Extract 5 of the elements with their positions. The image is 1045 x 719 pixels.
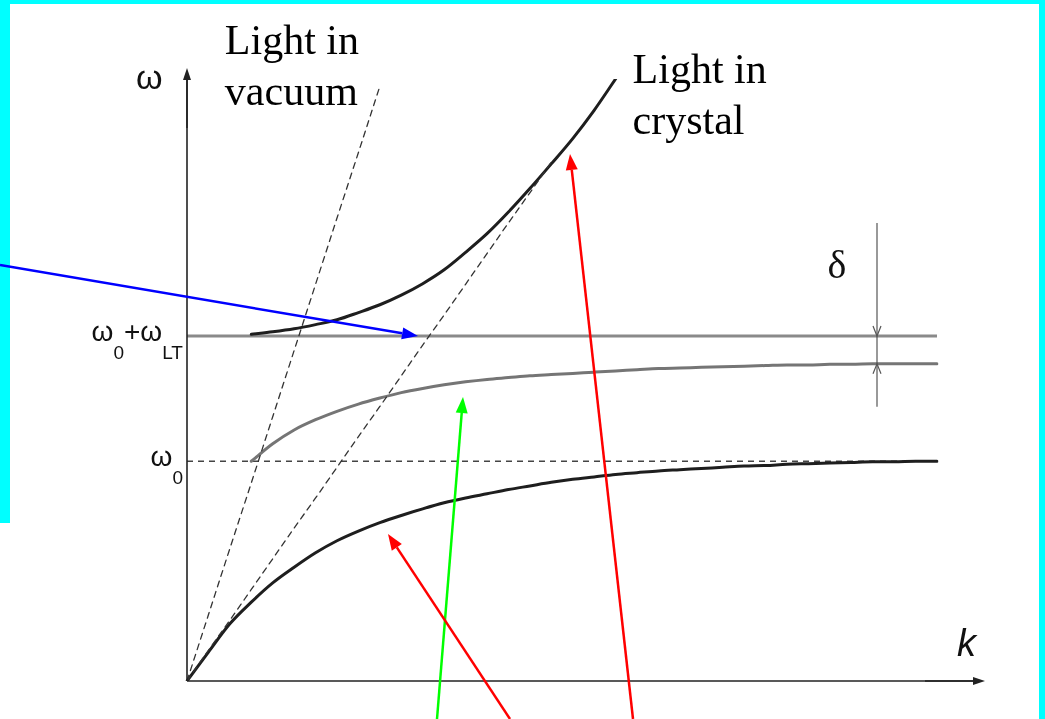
annotation: δ (827, 242, 847, 288)
series-label: Light in crystal (632, 45, 768, 145)
x-axis-title: k (957, 622, 976, 664)
series-label: Light in vacuum (224, 16, 360, 117)
y-axis-title: ω (136, 58, 163, 96)
